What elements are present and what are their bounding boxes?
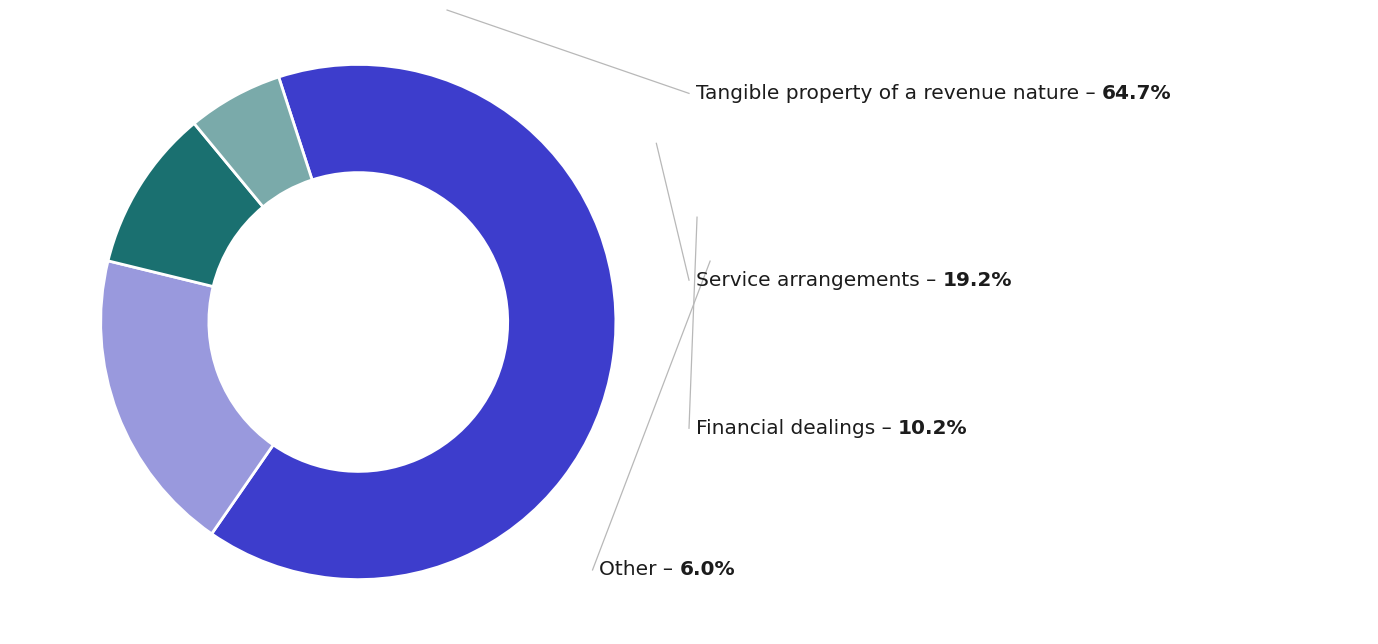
Wedge shape — [212, 64, 616, 580]
Text: 6.0%: 6.0% — [679, 560, 736, 580]
Wedge shape — [194, 77, 311, 207]
Text: 19.2%: 19.2% — [943, 270, 1011, 290]
Wedge shape — [101, 261, 273, 534]
Text: Other –: Other – — [599, 560, 679, 580]
Text: 10.2%: 10.2% — [898, 419, 967, 438]
Wedge shape — [107, 124, 263, 287]
Text: Tangible property of a revenue nature –: Tangible property of a revenue nature – — [696, 84, 1102, 103]
Text: Financial dealings –: Financial dealings – — [696, 419, 898, 438]
Text: 64.7%: 64.7% — [1102, 84, 1171, 103]
Text: Service arrangements –: Service arrangements – — [696, 270, 943, 290]
